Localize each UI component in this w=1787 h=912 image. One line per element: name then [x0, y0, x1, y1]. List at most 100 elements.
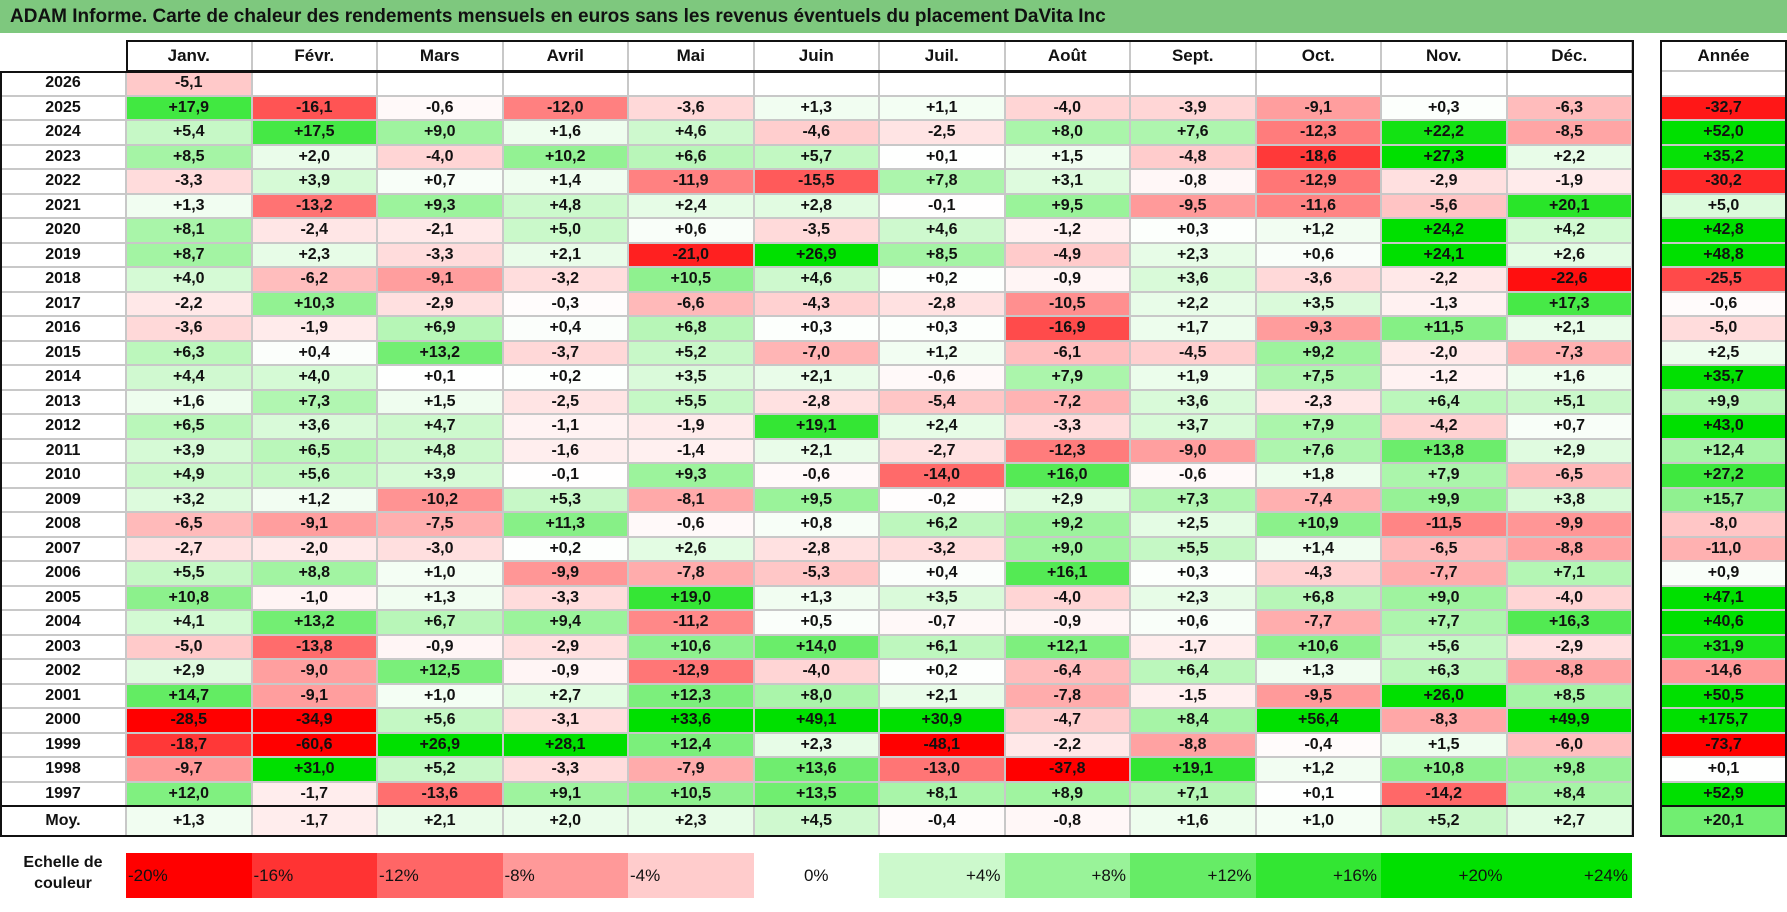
heatmap-cell: +5,6	[1381, 634, 1507, 659]
heatmap-cell: +1,2	[1255, 218, 1381, 243]
heatmap-cell: -4,2	[1381, 414, 1507, 439]
heatmap-cell	[1381, 71, 1507, 96]
heatmap-cell: -1,1	[502, 414, 628, 439]
heatmap-cell: +5,5	[628, 389, 754, 414]
heatmap-cell: -18,7	[126, 732, 252, 757]
heatmap-cell: +49,9	[1506, 708, 1632, 733]
heatmap-cell: -2,2	[1381, 267, 1507, 292]
heatmap-cell: +1,6	[502, 120, 628, 145]
heatmap-cell: +4,8	[377, 438, 503, 463]
heatmap-cell: +0,2	[879, 659, 1005, 684]
heatmap-cell: -9,7	[126, 757, 252, 782]
color-scale-swatch: -4%	[628, 853, 754, 898]
heatmap-cell: -11,2	[628, 610, 754, 635]
heatmap-cell: -18,6	[1255, 144, 1381, 169]
heatmap-cell: -0,7	[879, 610, 1005, 635]
heatmap-cell: -7,8	[1004, 683, 1130, 708]
heatmap-cell: +6,5	[126, 414, 252, 439]
heatmap-cell: -22,6	[1506, 267, 1632, 292]
heatmap-cell: -4,0	[1506, 585, 1632, 610]
heatmap-cell: -1,7	[1130, 634, 1256, 659]
heatmap-cell: +7,3	[251, 389, 377, 414]
heatmap-cell: -6,3	[1506, 95, 1632, 120]
heatmap-cell: +9,3	[628, 463, 754, 488]
heatmap-cell: +1,2	[251, 487, 377, 512]
heatmap-cell: +3,2	[126, 487, 252, 512]
heatmap-cell: -2,0	[251, 536, 377, 561]
heatmap-cell: -9,1	[251, 512, 377, 537]
heatmap-cell: -9,9	[1506, 512, 1632, 537]
heatmap-cell: -3,3	[126, 169, 252, 194]
heatmap-cell	[879, 71, 1005, 96]
heatmap-cell: +7,3	[1130, 487, 1256, 512]
heatmap-cell: -3,6	[1255, 267, 1381, 292]
heatmap-cell: +1,3	[377, 585, 503, 610]
heatmap-cell: +0,3	[753, 316, 879, 341]
heatmap-cell: +12,5	[377, 659, 503, 684]
year-label: 2009	[0, 487, 126, 512]
heatmap-cell: -1,0	[251, 585, 377, 610]
heatmap-cell: -7,5	[377, 512, 503, 537]
annual-cell: +27,2	[1660, 463, 1787, 488]
heatmap-cell: +2,1	[753, 438, 879, 463]
average-cell: +5,2	[1381, 806, 1507, 836]
heatmap-cell: -12,9	[628, 659, 754, 684]
heatmap-cell: +19,1	[1130, 757, 1256, 782]
heatmap-cell: +2,6	[628, 536, 754, 561]
year-label: 2021	[0, 193, 126, 218]
color-scale-swatch: +20%	[1381, 853, 1507, 898]
heatmap-cell: +7,6	[1255, 438, 1381, 463]
heatmap-cell: -7,9	[628, 757, 754, 782]
heatmap-cell: +3,9	[377, 463, 503, 488]
heatmap-cell: +8,7	[126, 242, 252, 267]
average-cell: +2,0	[502, 806, 628, 836]
heatmap-cell: -12,0	[502, 95, 628, 120]
heatmap-cell: +3,5	[628, 365, 754, 390]
heatmap-cell: +7,1	[1506, 561, 1632, 586]
heatmap-cell: -28,5	[126, 708, 252, 733]
heatmap-cell: -8,8	[1506, 659, 1632, 684]
heatmap-cell: -6,5	[1506, 463, 1632, 488]
heatmap-cell: -3,6	[126, 316, 252, 341]
heatmap-cell: -8,3	[1381, 708, 1507, 733]
year-label: 2000	[0, 708, 126, 733]
heatmap-cell: +13,2	[251, 610, 377, 635]
heatmap-cell: +10,8	[126, 585, 252, 610]
year-label: 2010	[0, 463, 126, 488]
heatmap-cell: -3,1	[502, 708, 628, 733]
heatmap-cell: +8,0	[753, 683, 879, 708]
annual-cell: +52,0	[1660, 120, 1787, 145]
color-scale-swatch: -16%	[251, 853, 377, 898]
heatmap-cell: +9,9	[1381, 487, 1507, 512]
heatmap-cell: +2,2	[1506, 144, 1632, 169]
heatmap-cell: -14,2	[1381, 781, 1507, 806]
heatmap-cell: -2,5	[879, 120, 1005, 145]
average-cell: -0,4	[879, 806, 1005, 836]
heatmap-cell: -2,3	[1255, 389, 1381, 414]
average-cell: +2,1	[377, 806, 503, 836]
heatmap-cell: -8,1	[628, 487, 754, 512]
annual-cell: +31,9	[1660, 634, 1787, 659]
heatmap-cell: +5,0	[502, 218, 628, 243]
heatmap-cell: +1,5	[377, 389, 503, 414]
heatmap-cell	[377, 71, 503, 96]
heatmap-cell: +7,6	[1130, 120, 1256, 145]
heatmap-cell: -14,0	[879, 463, 1005, 488]
average-cell: -0,8	[1004, 806, 1130, 836]
heatmap-cell: +2,3	[1130, 242, 1256, 267]
heatmap-cell: -1,5	[1130, 683, 1256, 708]
heatmap-cell: -7,2	[1004, 389, 1130, 414]
heatmap-cell: -34,9	[251, 708, 377, 733]
heatmap-cell: +7,7	[1381, 610, 1507, 635]
color-scale-title: Echelle de couleur	[0, 852, 126, 894]
heatmap-cell: +6,8	[628, 316, 754, 341]
heatmap-cell: +4,6	[879, 218, 1005, 243]
heatmap-cell: +6,3	[1381, 659, 1507, 684]
heatmap-cell: -0,9	[1004, 267, 1130, 292]
month-header: Avril	[502, 40, 628, 71]
heatmap-cell: +6,3	[126, 340, 252, 365]
heatmap-cell: +2,7	[502, 683, 628, 708]
year-label: 1999	[0, 732, 126, 757]
heatmap-cell: +20,1	[1506, 193, 1632, 218]
heatmap-cell: +2,9	[1506, 438, 1632, 463]
